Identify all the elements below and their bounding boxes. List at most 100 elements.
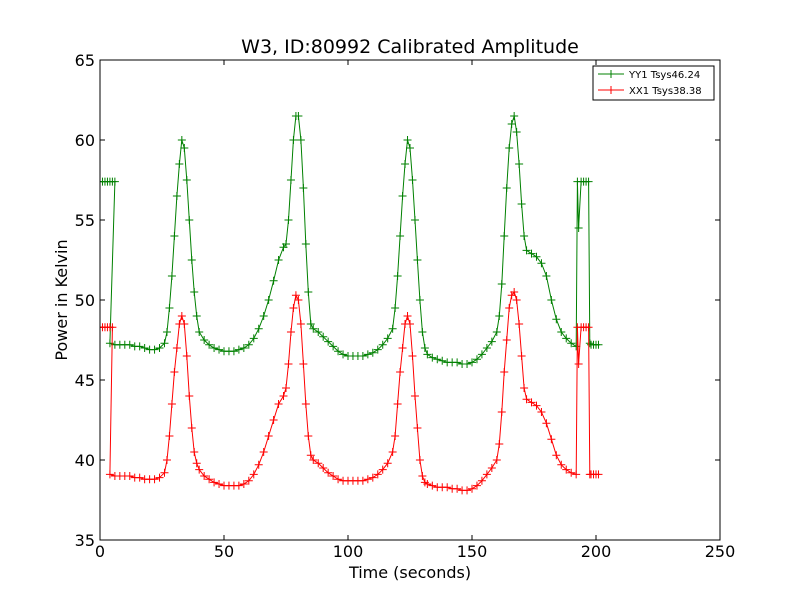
data-point bbox=[468, 484, 476, 493]
data-point bbox=[170, 232, 179, 240]
data-point bbox=[552, 315, 561, 324]
data-point bbox=[165, 304, 174, 312]
data-point bbox=[289, 304, 298, 312]
data-point bbox=[358, 352, 367, 360]
data-point bbox=[304, 288, 313, 296]
y-tick-label: 40 bbox=[75, 451, 95, 470]
data-point bbox=[150, 475, 159, 484]
data-point bbox=[319, 464, 328, 472]
data-point bbox=[547, 435, 556, 444]
x-tick-label: 0 bbox=[95, 542, 105, 561]
x-tick-label: 250 bbox=[705, 542, 736, 561]
data-point bbox=[537, 408, 546, 416]
data-point bbox=[304, 432, 313, 440]
data-point bbox=[284, 360, 293, 368]
data-point bbox=[314, 459, 323, 468]
data-point bbox=[373, 345, 382, 354]
chart-title: W3, ID:80992 Calibrated Amplitude bbox=[241, 36, 579, 58]
legend-label: XX1 Tsys38.38 bbox=[629, 86, 702, 97]
series-2 bbox=[100, 288, 603, 495]
data-point bbox=[155, 344, 164, 352]
data-point bbox=[463, 360, 472, 368]
data-point bbox=[264, 296, 273, 304]
data-point bbox=[187, 256, 196, 264]
data-point bbox=[398, 344, 407, 352]
data-point bbox=[192, 459, 201, 468]
data-point bbox=[185, 392, 194, 400]
data-point bbox=[167, 272, 176, 280]
data-point bbox=[500, 232, 509, 240]
data-point bbox=[294, 296, 303, 304]
data-point bbox=[497, 408, 506, 416]
data-point bbox=[574, 360, 583, 368]
data-point bbox=[492, 456, 501, 464]
data-point bbox=[269, 276, 278, 285]
y-tick-label: 45 bbox=[75, 371, 95, 390]
data-point bbox=[532, 401, 541, 410]
data-point bbox=[391, 304, 400, 312]
data-point bbox=[403, 136, 412, 144]
data-point bbox=[215, 345, 224, 354]
data-point bbox=[502, 184, 511, 192]
data-point bbox=[162, 328, 171, 336]
data-point bbox=[190, 288, 199, 296]
data-point bbox=[180, 144, 189, 152]
data-point bbox=[105, 470, 114, 479]
data-point bbox=[497, 280, 506, 288]
data-point bbox=[301, 240, 310, 248]
data-point bbox=[527, 398, 536, 407]
data-point bbox=[517, 200, 526, 208]
data-point bbox=[585, 339, 594, 348]
data-point bbox=[396, 368, 405, 376]
data-point bbox=[205, 340, 214, 349]
data-point bbox=[378, 340, 387, 349]
data-point bbox=[334, 347, 343, 356]
data-point bbox=[410, 392, 419, 400]
data-point bbox=[187, 424, 196, 432]
data-point bbox=[358, 476, 367, 485]
data-point bbox=[306, 451, 315, 460]
data-point bbox=[210, 344, 219, 352]
data-point bbox=[388, 324, 397, 333]
data-point bbox=[274, 256, 283, 264]
data-point bbox=[584, 323, 593, 332]
data-point bbox=[418, 472, 427, 480]
data-point bbox=[182, 176, 191, 184]
data-point bbox=[408, 176, 417, 184]
data-point bbox=[542, 419, 551, 428]
x-tick-label: 200 bbox=[581, 542, 612, 561]
data-point bbox=[291, 291, 300, 300]
data-point bbox=[572, 342, 581, 351]
plot-area bbox=[100, 112, 603, 495]
legend-label: YY1 Tsys46.24 bbox=[628, 70, 700, 81]
data-point bbox=[299, 184, 308, 192]
x-tick-label: 50 bbox=[214, 542, 234, 561]
y-tick-label: 65 bbox=[75, 51, 95, 70]
data-point bbox=[562, 465, 571, 474]
data-point bbox=[182, 352, 191, 360]
data-point bbox=[502, 336, 511, 344]
data-point bbox=[472, 355, 481, 364]
data-point bbox=[574, 224, 583, 232]
data-point bbox=[477, 476, 486, 485]
data-point bbox=[418, 328, 427, 336]
data-point bbox=[309, 324, 318, 333]
data-point bbox=[438, 356, 447, 365]
data-point bbox=[234, 481, 243, 490]
data-point bbox=[594, 470, 603, 479]
data-point bbox=[423, 480, 432, 488]
x-axis-label: Time (seconds) bbox=[348, 563, 471, 582]
data-point bbox=[195, 465, 204, 474]
data-point bbox=[339, 350, 348, 359]
data-point bbox=[495, 440, 504, 448]
data-point bbox=[557, 328, 566, 336]
data-point bbox=[391, 432, 400, 440]
series-layer bbox=[100, 112, 603, 495]
data-point bbox=[522, 246, 531, 255]
data-point bbox=[594, 340, 603, 349]
data-point bbox=[190, 448, 199, 456]
data-point bbox=[428, 481, 437, 490]
data-point bbox=[215, 480, 224, 488]
ticks-layer: 0 50 100 150 200 250 35 40 45 50 55 60 65 bbox=[75, 51, 736, 561]
data-point bbox=[205, 475, 214, 484]
